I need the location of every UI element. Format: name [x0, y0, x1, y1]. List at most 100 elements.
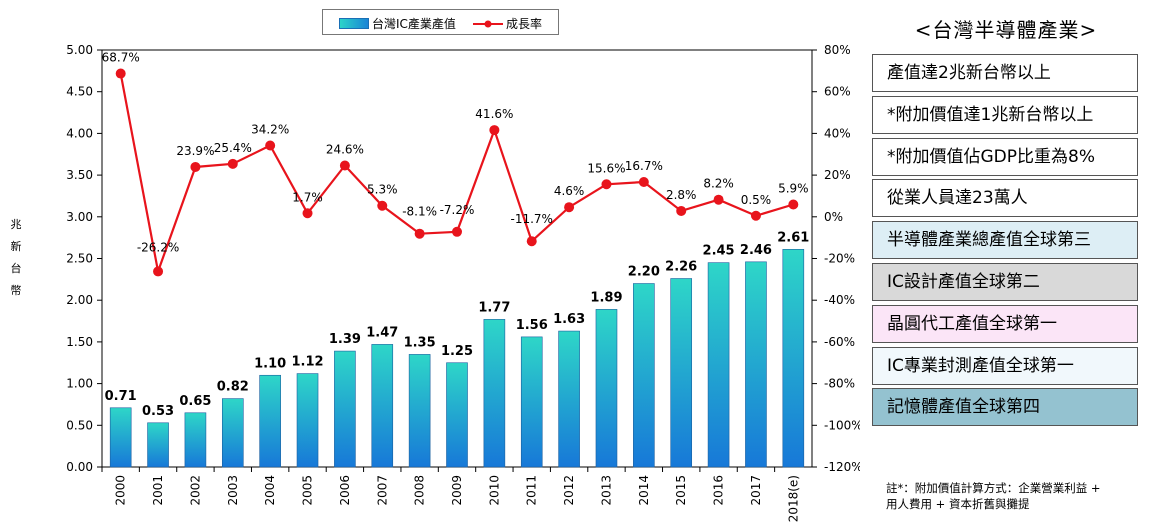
growth-value-label: 68.7%	[102, 51, 140, 65]
bar-value-label: 1.12	[291, 355, 323, 370]
x-tick-label: 2015	[674, 475, 688, 506]
y-axis-label: 兆新台幣	[8, 214, 24, 302]
bar	[483, 319, 506, 468]
y-tick-label: 5.00	[66, 43, 93, 57]
bar-value-label: 1.10	[254, 356, 286, 371]
growth-point	[227, 158, 238, 169]
data-labels: 0.71 0.53 0.65 0.82 1.10 1.12 1.39 1.47 1.35 1.25…	[102, 51, 810, 419]
bar	[633, 283, 655, 468]
growth-point	[153, 266, 164, 277]
growth-value-label: 8.2%	[703, 177, 734, 191]
x-tick-label: 2004	[263, 475, 277, 506]
growth-value-label: 2.8%	[666, 188, 697, 202]
x-tick-label: 2010	[487, 475, 501, 506]
y2-tick-label: 40%	[824, 126, 851, 140]
x-tick-label: 2001	[151, 475, 165, 506]
side-panel-item: 記憶體產值全球第四	[872, 388, 1138, 427]
growth-point	[377, 200, 388, 211]
growth-line-series	[115, 68, 799, 277]
growth-point	[601, 179, 612, 190]
bar-value-label: 1.35	[404, 335, 436, 350]
x-tick-label: 2009	[450, 475, 464, 506]
footnote-line-1: 註*：附加價值計算方式：企業營業利益 +	[886, 481, 1101, 495]
x-tick-label: 2002	[188, 475, 202, 506]
side-panel-item: 半導體產業總產值全球第三	[872, 221, 1138, 260]
bar	[184, 412, 207, 468]
legend-line-swatch	[473, 20, 503, 27]
growth-value-label: -11.7%	[511, 212, 553, 226]
growth-value-label: 16.7%	[625, 159, 663, 173]
chart-axes: 0.00 0.50 1.00 1.50 2.00 2.50 3.00 3.50 4.00 4.50…	[66, 43, 860, 522]
growth-point	[489, 125, 500, 136]
x-tick-label: 2000	[114, 475, 128, 506]
bar-value-label: 2.46	[740, 243, 772, 258]
y2-tick-label: -20%	[824, 252, 855, 266]
growth-value-label: 41.6%	[475, 107, 513, 121]
x-tick-label: 2003	[226, 475, 240, 506]
growth-point	[302, 208, 313, 219]
growth-value-label: 25.4%	[214, 141, 252, 155]
y-tick-label: 0.50	[66, 418, 93, 432]
y-tick-label: 1.00	[66, 377, 93, 391]
footnote-line-2: 用人費用 + 資本折舊與攤提	[886, 497, 1030, 511]
chart-legend: 台灣IC產業產值 成長率	[322, 9, 559, 35]
bar	[221, 398, 244, 468]
growth-value-label: 0.5%	[741, 193, 772, 207]
y-tick-label: 4.00	[66, 126, 93, 140]
y-tick-label: 3.00	[66, 210, 93, 224]
bar-value-label: 1.47	[366, 325, 398, 340]
side-panel-item: 從業人員達23萬人	[872, 179, 1138, 218]
bar	[334, 350, 356, 468]
y-tick-label: 2.00	[66, 293, 93, 307]
bar	[520, 336, 543, 468]
x-tick-label: 2007	[375, 475, 389, 506]
bar-value-label: 1.89	[590, 290, 622, 305]
legend-label-output: 台灣IC產業產值	[372, 17, 456, 31]
bar-series	[109, 249, 805, 468]
bar	[745, 261, 767, 468]
y-tick-label: 4.50	[66, 85, 93, 99]
legend-item-growth: 成長率	[473, 15, 542, 32]
bar-value-label: 1.77	[478, 300, 510, 315]
growth-point	[526, 236, 537, 247]
y2-tick-label: 0%	[824, 210, 843, 224]
bar-value-label: 0.65	[179, 394, 211, 409]
growth-point	[676, 205, 687, 216]
side-panel-item: 產值達2兆新台幣以上	[872, 54, 1138, 92]
y-tick-label: 2.50	[66, 252, 93, 266]
side-panel-item: IC專業封測產值全球第一	[872, 346, 1138, 385]
bar	[670, 278, 693, 468]
growth-value-label: 5.9%	[778, 181, 809, 195]
y2-tick-label: 20%	[824, 168, 851, 182]
growth-point	[265, 140, 276, 151]
bar	[371, 344, 394, 468]
bar-value-label: 0.53	[142, 404, 174, 419]
x-tick-label: 2013	[599, 475, 613, 506]
y2-tick-label: -40%	[824, 293, 855, 307]
growth-line	[119, 73, 794, 276]
bar-value-label: 2.61	[777, 230, 809, 245]
y-axis-label-char: 新	[10, 240, 22, 253]
growth-point	[414, 228, 425, 239]
bar-value-label: 2.45	[703, 244, 735, 259]
bar-value-label: 2.20	[628, 265, 660, 280]
bar	[408, 354, 431, 468]
y-axis-label-char: 台	[10, 262, 22, 275]
growth-value-label: 24.6%	[326, 143, 364, 157]
growth-value-label: 4.6%	[554, 184, 585, 198]
legend-item-output: 台灣IC產業產值	[339, 15, 456, 32]
y-tick-label: 1.50	[66, 335, 93, 349]
y2-tick-label: -100%	[824, 418, 860, 432]
bar	[296, 373, 319, 468]
y2-tick-label: -80%	[824, 377, 855, 391]
bar-value-label: 1.39	[329, 332, 361, 347]
growth-value-label: -8.1%	[402, 205, 437, 219]
y-axis-label-char: 兆	[10, 218, 22, 231]
footnote: 註*：附加價值計算方式：企業營業利益 + 用人費用 + 資本折舊與攤提	[886, 480, 1136, 512]
bar	[707, 262, 730, 468]
x-tick-label: 2005	[301, 475, 315, 506]
chart-area: 0.00 0.50 1.00 1.50 2.00 2.50 3.00 3.50 4.00 4.50…	[66, 43, 860, 522]
growth-value-label: 23.9%	[176, 144, 214, 158]
bar-value-label: 0.71	[105, 389, 137, 404]
bar	[782, 249, 805, 468]
